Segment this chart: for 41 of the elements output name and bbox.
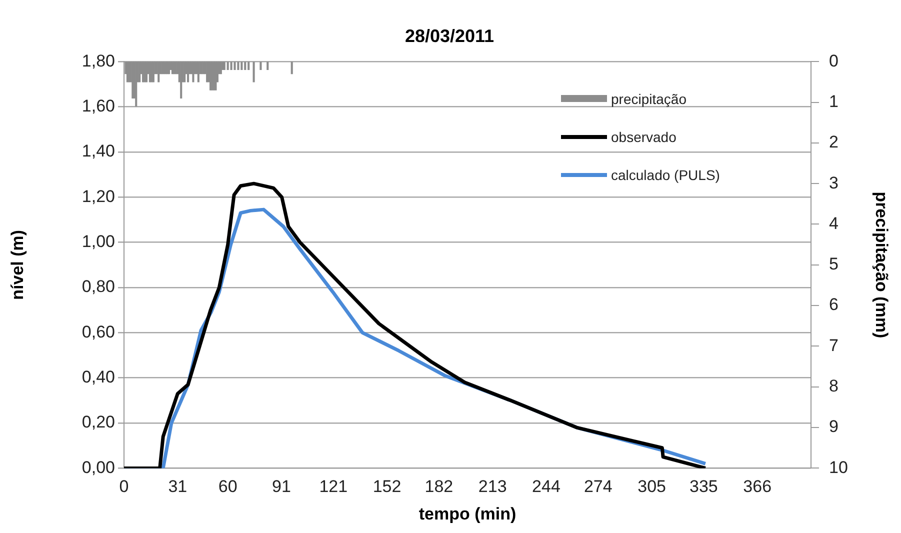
y2-tick-label: 6: [829, 295, 838, 314]
x-tick-label: 274: [584, 477, 612, 496]
legend-label: calculado (PULS): [611, 166, 720, 183]
y2-tick-label: 2: [829, 132, 838, 152]
y2-tick-label: 0: [829, 51, 838, 70]
y-axis-title: nível (m): [8, 230, 27, 300]
y-tick-label: 0,00: [82, 458, 115, 477]
x-tick-label: 0: [119, 477, 129, 496]
x-tick-label: 182: [424, 477, 454, 496]
y2-tick-label: 10: [829, 458, 848, 477]
y-tick-label: 1,20: [82, 186, 115, 206]
y-tick-label: 1,00: [82, 232, 115, 251]
y2-tick-label: 4: [829, 214, 838, 233]
y2-tick-label: 3: [829, 173, 838, 192]
x-tick-label: 366: [743, 477, 772, 496]
y-tick-label: 0,80: [82, 277, 115, 296]
y-tick-label: 1,80: [82, 51, 115, 70]
x-tick-label: 244: [532, 477, 560, 496]
x-tick-label: 91: [272, 477, 291, 496]
y-tick-label: 1,40: [82, 142, 115, 161]
x-tick-label: 31: [168, 477, 188, 496]
y2-tick-label: 9: [829, 417, 838, 436]
x-tick-label: 152: [372, 477, 402, 496]
x-tick-label: 60: [218, 477, 238, 496]
y-tick-label: 0,20: [82, 412, 115, 432]
y2-axis-title: precipitação (mm): [872, 192, 892, 338]
x-tick-label: 213: [478, 477, 507, 496]
x-tick-label: 305: [638, 477, 666, 496]
legend-label: precipitação: [611, 90, 686, 107]
y2-tick-label: 8: [829, 376, 838, 396]
chart-title: 28/03/2011: [404, 26, 494, 46]
y-tick-label: 1,60: [82, 96, 115, 116]
x-tick-label: 335: [690, 477, 718, 496]
y2-tick-label: 5: [829, 254, 838, 274]
y-tick-label: 0,60: [82, 322, 115, 342]
y-tick-label: 0,40: [82, 368, 115, 387]
legend-label: observado: [611, 128, 676, 145]
x-axis-title: tempo (min): [418, 504, 516, 524]
y2-tick-label: 1: [829, 92, 838, 111]
y2-tick-label: 7: [829, 336, 838, 355]
x-tick-label: 121: [319, 477, 348, 496]
